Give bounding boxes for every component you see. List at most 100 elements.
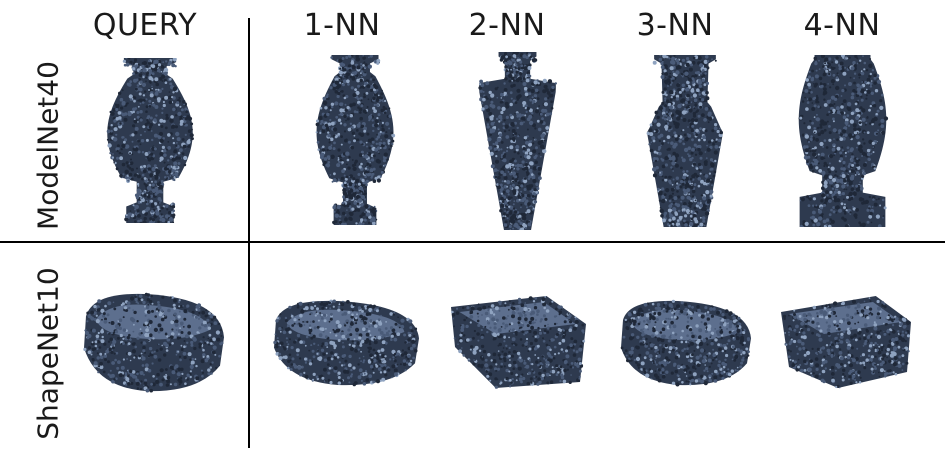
point	[835, 211, 838, 214]
point	[191, 313, 195, 317]
point	[385, 121, 390, 126]
point	[179, 117, 183, 121]
point	[346, 114, 349, 116]
point	[656, 187, 660, 191]
point	[388, 148, 391, 151]
point	[689, 214, 693, 218]
point	[146, 293, 150, 297]
point	[172, 58, 177, 62]
point	[504, 65, 508, 69]
point	[344, 217, 348, 221]
point	[681, 137, 685, 141]
point	[825, 146, 829, 149]
point	[134, 220, 137, 223]
point	[690, 96, 693, 99]
point	[869, 85, 873, 88]
point	[117, 360, 121, 364]
point	[151, 180, 153, 183]
point	[532, 142, 535, 145]
point	[359, 96, 363, 100]
point	[566, 368, 569, 371]
point	[175, 144, 178, 147]
point	[581, 323, 585, 327]
point	[112, 108, 116, 112]
point	[661, 101, 665, 105]
point	[353, 201, 358, 205]
point	[289, 338, 291, 341]
point	[523, 361, 527, 365]
point	[494, 306, 499, 311]
point	[823, 180, 828, 185]
point	[527, 142, 533, 147]
point	[524, 163, 528, 167]
point	[323, 353, 326, 356]
point	[358, 222, 363, 225]
point	[90, 310, 94, 315]
point	[332, 299, 336, 303]
point	[858, 62, 860, 64]
point	[714, 145, 719, 149]
point	[815, 113, 818, 116]
point	[345, 151, 350, 156]
point	[282, 345, 285, 348]
point	[523, 359, 526, 362]
point	[701, 91, 706, 95]
point	[850, 187, 855, 192]
point	[365, 332, 370, 337]
point	[822, 219, 827, 224]
point	[507, 315, 509, 317]
point	[172, 216, 175, 219]
point	[361, 143, 364, 146]
point	[498, 120, 501, 123]
point	[144, 321, 148, 325]
point	[106, 138, 109, 141]
point	[209, 338, 213, 342]
point	[359, 78, 363, 83]
point	[455, 307, 459, 310]
point	[821, 193, 826, 198]
point	[500, 365, 503, 368]
point	[118, 373, 123, 378]
point	[190, 362, 193, 365]
point	[520, 203, 523, 206]
point	[392, 358, 395, 361]
point	[136, 320, 139, 323]
point	[703, 64, 707, 68]
point	[506, 203, 509, 206]
point	[828, 162, 831, 165]
point	[360, 104, 364, 108]
point	[148, 183, 152, 187]
point	[860, 70, 863, 73]
point	[851, 184, 854, 187]
point	[875, 214, 880, 219]
point	[460, 328, 465, 332]
point	[677, 88, 681, 92]
point	[698, 97, 702, 101]
point	[693, 143, 697, 147]
point	[360, 350, 362, 353]
point	[672, 79, 675, 82]
point	[97, 331, 100, 335]
point	[341, 308, 344, 311]
point	[500, 148, 503, 151]
point	[353, 161, 357, 165]
point	[831, 147, 836, 152]
point	[202, 336, 205, 339]
point	[290, 346, 294, 350]
point	[139, 102, 142, 105]
point	[387, 330, 391, 333]
point	[714, 159, 717, 163]
point	[166, 337, 171, 342]
point	[141, 82, 147, 87]
point	[508, 225, 512, 228]
point	[355, 332, 359, 336]
point	[808, 197, 812, 201]
point	[704, 55, 709, 59]
point	[671, 56, 676, 61]
point	[849, 211, 852, 214]
point	[497, 367, 500, 371]
point	[860, 88, 865, 94]
point	[204, 342, 207, 345]
point	[497, 148, 501, 152]
point	[527, 350, 530, 353]
